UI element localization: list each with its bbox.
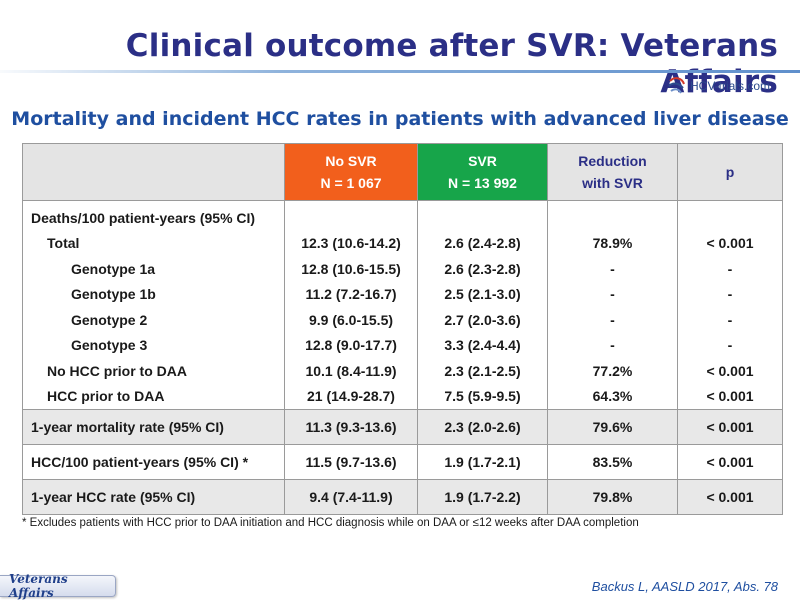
row-label: Total bbox=[22, 230, 285, 256]
cell-no-svr: 12.8 (10.6-15.5) bbox=[284, 256, 418, 282]
cell-reduction: 79.8% bbox=[547, 479, 678, 515]
cell-p: - bbox=[677, 281, 783, 307]
title-divider bbox=[0, 70, 800, 73]
cell-p: - bbox=[677, 332, 783, 358]
cell-no-svr: 11.5 (9.7-13.6) bbox=[284, 444, 418, 480]
table-row: Genotype 2 9.9 (6.0-15.5) 2.7 (2.0-3.6) … bbox=[22, 307, 783, 333]
cell-no-svr: 21 (14.9-28.7) bbox=[284, 383, 418, 410]
table-row: Genotype 1a 12.8 (10.6-15.5) 2.6 (2.3-2.… bbox=[22, 256, 783, 282]
header-blank-cell bbox=[22, 143, 285, 201]
cell-p: < 0.001 bbox=[677, 383, 783, 410]
section-row: Deaths/100 patient-years (95% CI) bbox=[22, 200, 783, 231]
cell-reduction: - bbox=[547, 256, 678, 282]
cell-svr: 2.6 (2.4-2.8) bbox=[417, 230, 548, 256]
cell-no-svr: 12.8 (9.0-17.7) bbox=[284, 332, 418, 358]
header-svr-label: SVR bbox=[468, 153, 497, 169]
header-no-svr-label: No SVR bbox=[325, 153, 377, 169]
header-reduction-line2: with SVR bbox=[582, 175, 643, 191]
footnote: * Excludes patients with HCC prior to DA… bbox=[22, 517, 639, 529]
header-svr: SVR N = 13 992 bbox=[417, 143, 548, 201]
summary-row: 1-year mortality rate (95% CI) 11.3 (9.3… bbox=[22, 409, 783, 445]
header-no-svr: No SVR N = 1 067 bbox=[284, 143, 418, 201]
summary-row: HCC/100 patient-years (95% CI) * 11.5 (9… bbox=[22, 444, 783, 480]
header-reduction-line1: Reduction bbox=[578, 153, 647, 169]
row-label: Genotype 1b bbox=[22, 281, 285, 307]
cell-svr: 7.5 (5.9-9.5) bbox=[417, 383, 548, 410]
table-subtitle: Mortality and incident HCC rates in pati… bbox=[11, 108, 789, 130]
cell-reduction: - bbox=[547, 281, 678, 307]
summary-label: HCC/100 patient-years (95% CI) * bbox=[22, 444, 285, 480]
cell-p: < 0.001 bbox=[677, 479, 783, 515]
cell-p: < 0.001 bbox=[677, 230, 783, 256]
outcomes-table: No SVR N = 1 067 SVR N = 13 992 Reductio… bbox=[22, 143, 783, 515]
header-reduction: Reduction with SVR bbox=[547, 143, 678, 201]
cell-reduction: - bbox=[547, 332, 678, 358]
cell-svr: 1.9 (1.7-2.1) bbox=[417, 444, 548, 480]
header-no-svr-n: N = 1 067 bbox=[320, 175, 382, 191]
row-label: HCC prior to DAA bbox=[22, 383, 285, 410]
hcv-trials-logo-icon bbox=[668, 77, 685, 94]
cell-p: < 0.001 bbox=[677, 444, 783, 480]
cell-svr: 3.3 (2.4-4.4) bbox=[417, 332, 548, 358]
table-header-row: No SVR N = 1 067 SVR N = 13 992 Reductio… bbox=[22, 143, 783, 201]
cell-svr: 2.7 (2.0-3.6) bbox=[417, 307, 548, 333]
cell-no-svr: 12.3 (10.6-14.2) bbox=[284, 230, 418, 256]
section-label: Deaths/100 patient-years (95% CI) bbox=[22, 200, 285, 231]
row-label: No HCC prior to DAA bbox=[22, 358, 285, 384]
table-row: No HCC prior to DAA 10.1 (8.4-11.9) 2.3 … bbox=[22, 358, 783, 384]
cell-svr: 2.6 (2.3-2.8) bbox=[417, 256, 548, 282]
cell-reduction: - bbox=[547, 307, 678, 333]
table-row: Genotype 3 12.8 (9.0-17.7) 3.3 (2.4-4.4)… bbox=[22, 332, 783, 358]
cell-no-svr: 10.1 (8.4-11.9) bbox=[284, 358, 418, 384]
cell-p: < 0.001 bbox=[677, 409, 783, 445]
cell-reduction: 78.9% bbox=[547, 230, 678, 256]
table-row: Genotype 1b 11.2 (7.2-16.7) 2.5 (2.1-3.0… bbox=[22, 281, 783, 307]
cell-svr: 2.5 (2.1-3.0) bbox=[417, 281, 548, 307]
cell-reduction: 83.5% bbox=[547, 444, 678, 480]
row-label: Genotype 3 bbox=[22, 332, 285, 358]
cell-reduction: 79.6% bbox=[547, 409, 678, 445]
cell-reduction: 64.3% bbox=[547, 383, 678, 410]
table-row: Total 12.3 (10.6-14.2) 2.6 (2.4-2.8) 78.… bbox=[22, 230, 783, 256]
cell-p: < 0.001 bbox=[677, 358, 783, 384]
table-row: HCC prior to DAA 21 (14.9-28.7) 7.5 (5.9… bbox=[22, 383, 783, 410]
slide-title: Clinical outcome after SVR: Veterans Aff… bbox=[125, 28, 778, 100]
cell-reduction: 77.2% bbox=[547, 358, 678, 384]
citation: Backus L, AASLD 2017, Abs. 78 bbox=[591, 579, 778, 594]
logo-text: HCV-trials.com bbox=[689, 79, 770, 93]
cell-svr: 2.3 (2.1-2.5) bbox=[417, 358, 548, 384]
summary-label: 1-year HCC rate (95% CI) bbox=[22, 479, 285, 515]
cell-no-svr: 11.2 (7.2-16.7) bbox=[284, 281, 418, 307]
hcv-trials-logo: HCV-trials.com bbox=[667, 77, 770, 95]
summary-label: 1-year mortality rate (95% CI) bbox=[22, 409, 285, 445]
veterans-affairs-tag: Veterans Affairs bbox=[0, 572, 116, 600]
summary-row: 1-year HCC rate (95% CI) 9.4 (7.4-11.9) … bbox=[22, 479, 783, 515]
cell-no-svr: 11.3 (9.3-13.6) bbox=[284, 409, 418, 445]
header-svr-n: N = 13 992 bbox=[448, 175, 517, 191]
cell-svr: 2.3 (2.0-2.6) bbox=[417, 409, 548, 445]
row-label: Genotype 1a bbox=[22, 256, 285, 282]
cell-p: - bbox=[677, 256, 783, 282]
cell-p: - bbox=[677, 307, 783, 333]
cell-no-svr: 9.4 (7.4-11.9) bbox=[284, 479, 418, 515]
row-label: Genotype 2 bbox=[22, 307, 285, 333]
header-p: p bbox=[677, 143, 783, 201]
cell-no-svr: 9.9 (6.0-15.5) bbox=[284, 307, 418, 333]
cell-svr: 1.9 (1.7-2.2) bbox=[417, 479, 548, 515]
